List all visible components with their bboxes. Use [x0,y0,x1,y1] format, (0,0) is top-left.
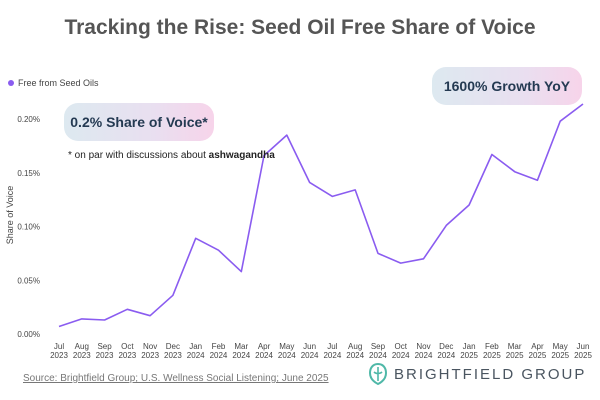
x-tick-month: May [279,342,294,351]
x-tick-month: Feb [485,342,499,351]
source-link[interactable]: Source: Brightfield Group; U.S. Wellness… [23,373,329,384]
x-tick-year: 2025 [506,351,524,360]
x-tick-month: Mar [234,342,248,351]
legend: Free from Seed Oils [8,78,99,88]
x-tick-month: Aug [348,342,362,351]
x-tick-year: 2024 [369,351,387,360]
x-tick-month: Mar [508,342,522,351]
x-tick-month: Nov [143,342,157,351]
x-tick-year: 2023 [118,351,136,360]
x-tick-year: 2023 [96,351,114,360]
x-tick-month: Sep [97,342,112,351]
x-tick-year: 2023 [73,351,91,360]
chart-title: Tracking the Rise: Seed Oil Free Share o… [64,16,536,39]
x-tick-year: 2025 [529,351,547,360]
x-tick-year: 2024 [210,351,228,360]
x-tick-month: Dec [439,342,453,351]
x-tick-month: May [553,342,568,351]
x-tick-month: Apr [258,342,271,351]
brand-name: BRIGHTFIELD GROUP [394,365,587,383]
footnote: * on par with discussions about ashwagan… [68,150,275,161]
x-tick-year: 2024 [323,351,341,360]
x-tick-month: Sep [371,342,386,351]
x-tick-month: Jul [327,342,337,351]
x-tick-year: 2023 [164,351,182,360]
x-tick-month: Apr [531,342,544,351]
x-tick-year: 2025 [483,351,501,360]
legend-marker [8,80,14,86]
x-tick-month: Feb [212,342,226,351]
x-tick-month: Jan [189,342,202,351]
x-tick-month: Jan [463,342,476,351]
x-tick-month: Dec [166,342,180,351]
x-tick-year: 2024 [437,351,455,360]
x-tick-year: 2024 [232,351,250,360]
x-tick-month: Jun [303,342,316,351]
x-tick-month: Aug [75,342,89,351]
share-of-voice-callout: 0.2% Share of Voice* [64,103,214,141]
x-tick-year: 2024 [346,351,364,360]
x-tick-year: 2024 [278,351,296,360]
legend-label: Free from Seed Oils [18,78,99,88]
x-tick-month: Oct [395,342,408,351]
x-tick-year: 2024 [392,351,410,360]
x-tick-year: 2024 [415,351,433,360]
x-tick-year: 2025 [574,351,592,360]
series-line [58,103,584,328]
x-tick-year: 2024 [255,351,273,360]
x-tick-month: Jun [577,342,590,351]
y-tick-label: 0.20% [17,115,40,124]
x-tick-year: 2023 [50,351,68,360]
y-tick-label: 0.10% [17,223,40,232]
x-tick-year: 2024 [301,351,319,360]
brand-logo: BRIGHTFIELD GROUP [368,362,586,386]
growth-callout: 1600% Growth YoY [432,67,582,105]
y-tick-label: 0.15% [17,169,40,178]
x-tick-month: Oct [121,342,134,351]
brightfield-logo-icon [368,362,388,386]
y-tick-label: 0.00% [17,330,40,339]
x-tick-year: 2025 [551,351,569,360]
x-tick-year: 2024 [187,351,205,360]
y-tick-label: 0.05% [17,276,40,285]
x-tick-year: 2023 [141,351,159,360]
footnote-text: * on par with discussions about [68,150,209,161]
x-tick-month: Jul [54,342,64,351]
x-tick-month: Nov [416,342,430,351]
x-tick-year: 2025 [460,351,478,360]
footnote-highlight: ashwagandha [208,150,275,161]
